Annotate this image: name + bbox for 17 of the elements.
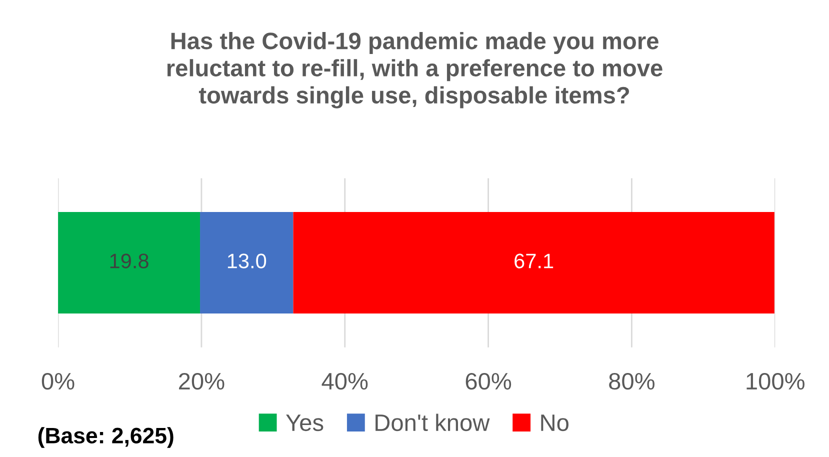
text: (Base: 2,625) (38, 427, 174, 448)
data-label: 19.8 (110, 254, 148, 268)
bar (200, 212, 294, 314)
x-tick-label: 20% (179, 372, 224, 390)
x-tick-label: 80% (609, 372, 654, 390)
x-tick-label: 0% (42, 372, 74, 390)
data-label: 13.0 (228, 254, 266, 268)
data-label: 67.1 (514, 254, 554, 268)
bar (293, 212, 774, 314)
x-tick-label: 40% (322, 372, 368, 390)
x-tick-label: 100% (746, 372, 804, 390)
legend-label: Don't know (376, 414, 490, 432)
bar (58, 212, 200, 314)
x-tick-label: 60% (466, 372, 512, 390)
legend-label: Yes (286, 414, 324, 432)
chart-title: Has the Covid-19 pandemic made you more reluctant to re-fill, with a preference to move towards single use, disposable items? (167, 32, 662, 108)
legend-label: No (541, 414, 568, 432)
